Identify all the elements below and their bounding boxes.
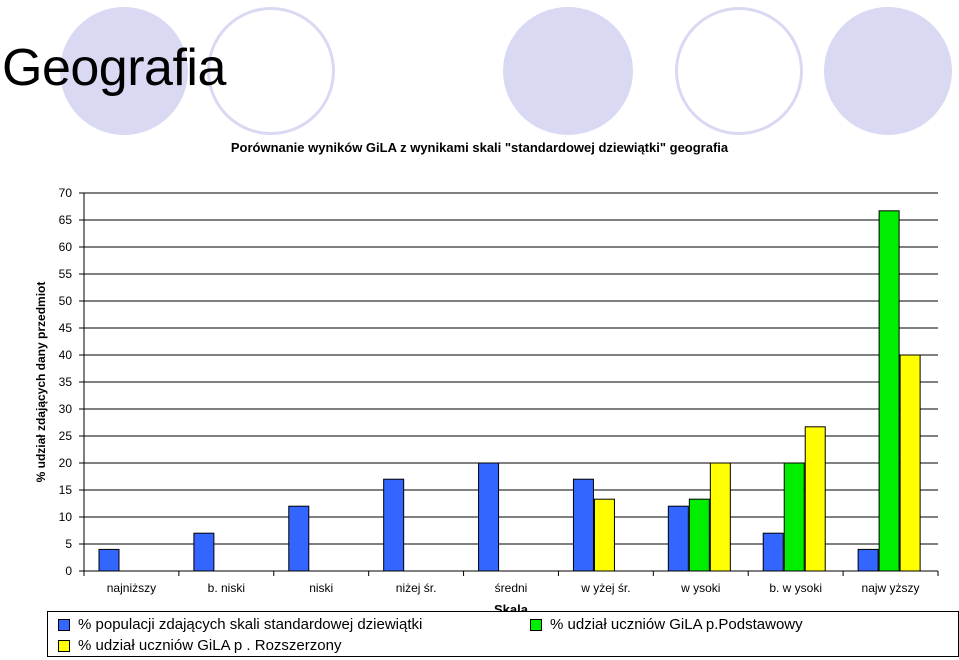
y-tick-label: 60 (59, 240, 73, 254)
y-tick-label: 70 (59, 186, 73, 200)
y-tick-label: 5 (65, 537, 72, 551)
legend-item-rozszerzony: % udział uczniów GiLA p . Rozszerzony (58, 637, 341, 654)
bar-podstawowy (878, 210, 900, 572)
legend: % populacji zdających skali standardowej… (47, 611, 959, 657)
bar-populacja (857, 548, 879, 572)
decor-circle (503, 7, 633, 135)
bar-rozszerzony (804, 426, 826, 572)
bar-rozszerzony (593, 498, 615, 572)
bar-populacja (383, 478, 405, 572)
bar-populacja (98, 548, 120, 572)
decor-ring (675, 7, 803, 135)
bar-podstawowy (688, 498, 710, 572)
bar-populacja (478, 462, 500, 572)
legend-item-podstawowy: % udział uczniów GiLA p.Podstawowy (530, 616, 803, 633)
y-tick-label: 50 (59, 294, 73, 308)
y-tick-label: 0 (65, 564, 72, 578)
legend-item-populacja: % populacji zdających skali standardowej… (58, 616, 422, 633)
x-tick-label: niski (309, 581, 333, 595)
bars (98, 210, 921, 572)
decor-circle (824, 7, 952, 135)
bar-podstawowy (783, 462, 805, 572)
chart-title: Porównanie wyników GiLA z wynikami skali… (230, 140, 729, 155)
bar-populacja (572, 478, 594, 572)
y-axis-title: % udział zdających dany przedmiot (34, 282, 48, 483)
x-tick-label: w yżej śr. (580, 581, 630, 595)
y-tick-label: 25 (59, 429, 73, 443)
bar-rozszerzony (899, 354, 921, 572)
x-tick-label: b. w ysoki (769, 581, 822, 595)
y-tick-label: 40 (59, 348, 73, 362)
x-tick-label: niżej śr. (396, 581, 437, 595)
y-tick-label: 20 (59, 456, 73, 470)
legend-label: % udział uczniów GiLA p.Podstawowy (550, 616, 803, 633)
legend-swatch-blue (58, 618, 70, 631)
y-tick-label: 30 (59, 402, 73, 416)
x-tick-label: w ysoki (680, 581, 720, 595)
y-tick-label: 35 (59, 375, 73, 389)
y-tick-label: 45 (59, 321, 73, 335)
x-tick-label: b. niski (208, 581, 245, 595)
legend-label: % populacji zdających skali standardowej… (78, 616, 423, 633)
bar-rozszerzony (709, 462, 731, 572)
x-tick-label: najw yższy (862, 581, 920, 595)
decor-circle (60, 7, 188, 135)
bar-populacja (193, 532, 215, 572)
y-tick-label: 55 (59, 267, 73, 281)
y-tick-label: 15 (59, 483, 73, 497)
x-tick-label: najniższy (107, 581, 156, 595)
axes: 0 5 10 15 20 25 30 35 40 45 50 55 60 65 70 najniższy b. … (34, 186, 939, 617)
bar-populacja (762, 532, 784, 572)
slide-title: Geografia (2, 39, 226, 97)
decor-ring (207, 7, 335, 135)
y-tick-label: 10 (59, 510, 73, 524)
legend-swatch-yellow (58, 639, 70, 652)
bar-populacja (288, 505, 310, 572)
x-tick-label: średni (495, 581, 528, 595)
legend-label: % udział uczniów GiLA p . Rozszerzony (78, 637, 342, 654)
bar-populacja (667, 505, 689, 572)
legend-swatch-green (530, 618, 542, 631)
y-tick-label: 65 (59, 213, 73, 227)
